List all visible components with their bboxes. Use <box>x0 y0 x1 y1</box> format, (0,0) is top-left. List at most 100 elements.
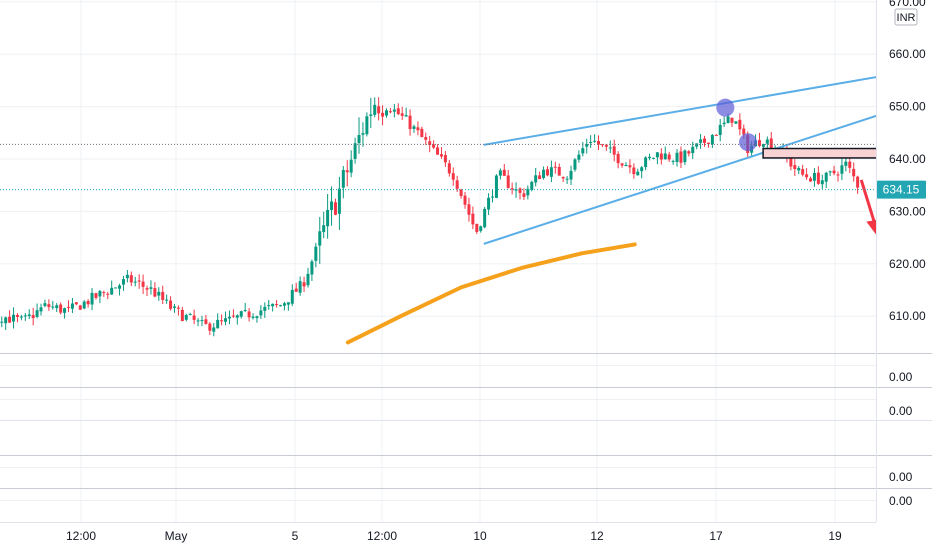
candle-body[interactable] <box>632 167 636 175</box>
candle-body[interactable] <box>239 311 243 317</box>
candle-body[interactable] <box>330 201 334 211</box>
candle-body[interactable] <box>443 155 447 163</box>
candle-body[interactable] <box>585 144 589 147</box>
candle-body[interactable] <box>620 163 624 166</box>
candle-body[interactable] <box>78 305 82 310</box>
candle-body[interactable] <box>51 306 55 308</box>
candle-body[interactable] <box>432 144 436 148</box>
candle-body[interactable] <box>55 305 59 309</box>
candle-body[interactable] <box>789 157 793 167</box>
candle-body[interactable] <box>412 126 416 129</box>
candle-body[interactable] <box>408 115 412 130</box>
candle-body[interactable] <box>149 287 153 289</box>
candle-body[interactable] <box>852 168 856 177</box>
candle-body[interactable] <box>67 306 70 308</box>
candle-body[interactable] <box>220 320 224 322</box>
candle-body[interactable] <box>361 133 365 135</box>
candle-body[interactable] <box>121 279 125 285</box>
candle-body[interactable] <box>475 223 479 232</box>
candle-body[interactable] <box>809 178 813 182</box>
candle-body[interactable] <box>616 153 620 164</box>
candle-body[interactable] <box>118 285 122 289</box>
candle-body[interactable] <box>90 292 94 305</box>
candle-body[interactable] <box>549 167 553 177</box>
candle-body[interactable] <box>526 188 530 196</box>
candle-body[interactable] <box>377 106 381 114</box>
candle-body[interactable] <box>369 114 373 116</box>
candle-body[interactable] <box>691 146 695 154</box>
candle-body[interactable] <box>428 141 432 145</box>
candle-body[interactable] <box>848 161 852 168</box>
candle-body[interactable] <box>373 104 377 115</box>
candle-body[interactable] <box>577 154 581 160</box>
candle-body[interactable] <box>502 169 506 176</box>
candle-body[interactable] <box>840 165 844 174</box>
candle-body[interactable] <box>385 110 389 116</box>
candle-body[interactable] <box>761 144 765 147</box>
candle-body[interactable] <box>832 170 836 174</box>
candle-body[interactable] <box>267 305 271 307</box>
candle-body[interactable] <box>557 166 561 176</box>
candle-body[interactable] <box>322 225 326 232</box>
candle-body[interactable] <box>459 189 463 197</box>
candle-body[interactable] <box>392 109 396 112</box>
candle-body[interactable] <box>710 135 714 145</box>
bearish-arrow-shaft[interactable] <box>859 179 876 227</box>
wedge-lower-line[interactable] <box>483 96 932 245</box>
candle-body[interactable] <box>259 310 263 316</box>
candle-body[interactable] <box>820 180 824 185</box>
candle-body[interactable] <box>176 307 180 309</box>
candle-body[interactable] <box>824 172 828 182</box>
candle-body[interactable] <box>491 196 495 198</box>
candle-body[interactable] <box>212 327 216 332</box>
candle-body[interactable] <box>173 306 177 308</box>
candle-body[interactable] <box>451 173 455 180</box>
candle-body[interactable] <box>565 178 569 180</box>
candle-body[interactable] <box>82 301 86 309</box>
candle-body[interactable] <box>98 291 102 297</box>
candle-body[interactable] <box>683 150 687 163</box>
candle-body[interactable] <box>703 138 707 143</box>
candle-body[interactable] <box>59 304 63 313</box>
candle-body[interactable] <box>628 165 632 168</box>
candle-body[interactable] <box>247 311 251 318</box>
candle-body[interactable] <box>593 140 597 142</box>
candle-body[interactable] <box>604 144 608 147</box>
candle-body[interactable] <box>388 111 392 113</box>
candle-body[interactable] <box>424 137 428 140</box>
candle-body[interactable] <box>8 316 12 323</box>
candle-body[interactable] <box>263 306 267 311</box>
candle-body[interactable] <box>27 314 31 316</box>
candle-body[interactable] <box>624 164 628 167</box>
candle-body[interactable] <box>801 169 805 175</box>
candle-body[interactable] <box>522 193 526 197</box>
candle-body[interactable] <box>216 319 220 329</box>
candle-body[interactable] <box>196 320 200 322</box>
candle-body[interactable] <box>812 172 816 181</box>
candle-body[interactable] <box>793 165 797 169</box>
candle-body[interactable] <box>208 323 212 331</box>
candle-body[interactable] <box>573 159 577 170</box>
candle-body[interactable] <box>730 117 734 123</box>
candle-body[interactable] <box>153 288 157 297</box>
candle-body[interactable] <box>420 128 424 138</box>
candle-body[interactable] <box>816 172 820 184</box>
candle-body[interactable] <box>447 163 451 174</box>
candle-body[interactable] <box>31 315 35 319</box>
candle-body[interactable] <box>687 151 691 154</box>
candle-body[interactable] <box>23 315 27 317</box>
candle-body[interactable] <box>188 314 192 316</box>
candle-body[interactable] <box>275 304 279 306</box>
candle-body[interactable] <box>467 204 471 215</box>
wedge-upper-line[interactable] <box>483 70 918 146</box>
candle-body[interactable] <box>455 180 459 189</box>
candle-body[interactable] <box>659 153 663 160</box>
candle-body[interactable] <box>279 305 283 307</box>
candle-body[interactable] <box>180 309 184 322</box>
candle-body[interactable] <box>805 174 809 178</box>
candle-body[interactable] <box>655 152 659 158</box>
candle-body[interactable] <box>224 318 228 322</box>
candle-body[interactable] <box>200 320 204 322</box>
candle-body[interactable] <box>39 307 43 312</box>
